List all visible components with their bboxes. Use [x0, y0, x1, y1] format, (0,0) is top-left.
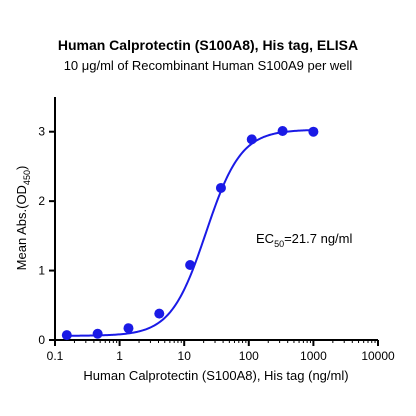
data-point [308, 126, 319, 137]
data-point [215, 182, 226, 193]
x-tick-label: 10 [178, 349, 192, 363]
x-ticks: 0.1 1 10 100 1000 10000 [47, 340, 395, 363]
data-points [61, 126, 319, 341]
data-point [185, 260, 196, 271]
ec50-annotation: EC50=21.7 ng/ml [256, 231, 352, 249]
x-tick-label: 0.1 [47, 349, 64, 363]
x-tick-label: 1000 [300, 349, 327, 363]
x-tick-label: 10000 [361, 349, 395, 363]
chart-title: Human Calprotectin (S100A8), His tag, EL… [58, 37, 358, 53]
data-point [154, 308, 165, 319]
data-point [61, 330, 72, 341]
y-tick-label: 2 [38, 194, 45, 208]
fit-curve [66, 129, 314, 337]
y-axis-title: Mean Abs.(OD450) [14, 166, 32, 271]
y-ticks: 0 1 2 3 [38, 125, 55, 347]
data-point [246, 134, 257, 145]
data-point [123, 323, 134, 334]
y-tick-label: 1 [38, 264, 45, 278]
x-tick-label: 1 [116, 349, 123, 363]
plot-area: 0 1 2 3 0.1 1 10 100 1000 10000 [38, 97, 395, 363]
y-tick-label: 3 [38, 125, 45, 139]
x-tick-label: 100 [239, 349, 259, 363]
data-point [277, 126, 288, 137]
y-tick-label: 0 [38, 333, 45, 347]
x-axis-title: Human Calprotectin (S100A8), His tag (ng… [83, 368, 348, 383]
chart-subtitle: 10 μg/ml of Recombinant Human S100A9 per… [64, 58, 353, 73]
data-point [92, 328, 103, 339]
